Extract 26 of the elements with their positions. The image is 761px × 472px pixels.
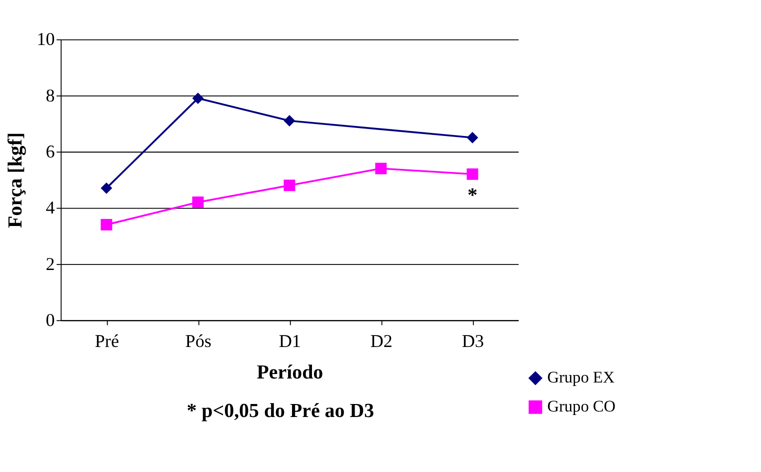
y-tick-label: 6 bbox=[46, 142, 55, 162]
x-tick-label: D2 bbox=[370, 330, 392, 351]
point bbox=[375, 162, 387, 174]
text: * p<0,05 do Pré ao D3 bbox=[186, 400, 374, 422]
point bbox=[100, 182, 112, 194]
point bbox=[192, 92, 204, 104]
legend-label: Grupo EX bbox=[547, 368, 615, 387]
x-tick-label: D3 bbox=[462, 330, 484, 351]
point bbox=[192, 196, 204, 208]
x-tick-label: Pré bbox=[94, 330, 119, 351]
point bbox=[284, 115, 296, 126]
y-tick-label: 10 bbox=[36, 29, 55, 50]
point bbox=[100, 218, 112, 230]
y-axis-title: Força [kgf] bbox=[4, 132, 26, 228]
y-tick-label: 8 bbox=[46, 85, 55, 106]
point bbox=[466, 132, 478, 144]
legend-label: Grupo CO bbox=[547, 396, 616, 416]
point bbox=[466, 168, 478, 180]
y-tick-label: 2 bbox=[46, 254, 55, 274]
x-tick-label: D1 bbox=[278, 330, 301, 351]
y-tick-label: 4 bbox=[46, 198, 55, 218]
y-tick-label: 0 bbox=[46, 310, 55, 330]
annotation: * bbox=[467, 184, 478, 207]
x-tick-label: Pós bbox=[185, 330, 212, 351]
point bbox=[284, 180, 296, 192]
x-axis-title: Período bbox=[256, 362, 324, 384]
